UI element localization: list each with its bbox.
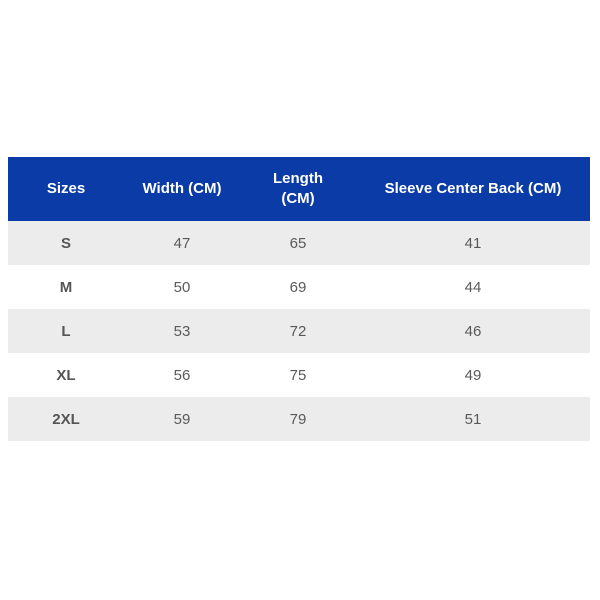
value-cell: 50 [124, 265, 240, 309]
header-row: Sizes Width (CM) Length (CM) Sleeve Cent… [8, 157, 590, 221]
value-cell: 51 [356, 397, 590, 441]
value-cell: 41 [356, 221, 590, 265]
header-cell: Sizes [8, 157, 124, 221]
size-cell: M [8, 265, 124, 309]
value-cell: 56 [124, 353, 240, 397]
value-cell: 59 [124, 397, 240, 441]
value-cell: 44 [356, 265, 590, 309]
size-cell: S [8, 221, 124, 265]
table-body: S 47 65 41 M 50 69 44 L 53 72 46 XL 56 75 49 2XL 59 79 51 [8, 221, 590, 441]
size-cell: L [8, 309, 124, 353]
table-row: XL 56 75 49 [8, 353, 590, 397]
header-cell: Width (CM) [124, 157, 240, 221]
value-cell: 49 [356, 353, 590, 397]
value-cell: 69 [240, 265, 356, 309]
value-cell: 53 [124, 309, 240, 353]
table-row: M 50 69 44 [8, 265, 590, 309]
header-cell: Sleeve Center Back (CM) [356, 157, 590, 221]
value-cell: 47 [124, 221, 240, 265]
table-row: L 53 72 46 [8, 309, 590, 353]
value-cell: 75 [240, 353, 356, 397]
table-header: Sizes Width (CM) Length (CM) Sleeve Cent… [8, 157, 590, 221]
value-cell: 72 [240, 309, 356, 353]
value-cell: 65 [240, 221, 356, 265]
value-cell: 46 [356, 309, 590, 353]
size-table: Sizes Width (CM) Length (CM) Sleeve Cent… [8, 157, 590, 441]
size-cell: XL [8, 353, 124, 397]
table-row: S 47 65 41 [8, 221, 590, 265]
value-cell: 79 [240, 397, 356, 441]
header-cell: Length (CM) [240, 157, 356, 221]
size-cell: 2XL [8, 397, 124, 441]
table-row: 2XL 59 79 51 [8, 397, 590, 441]
